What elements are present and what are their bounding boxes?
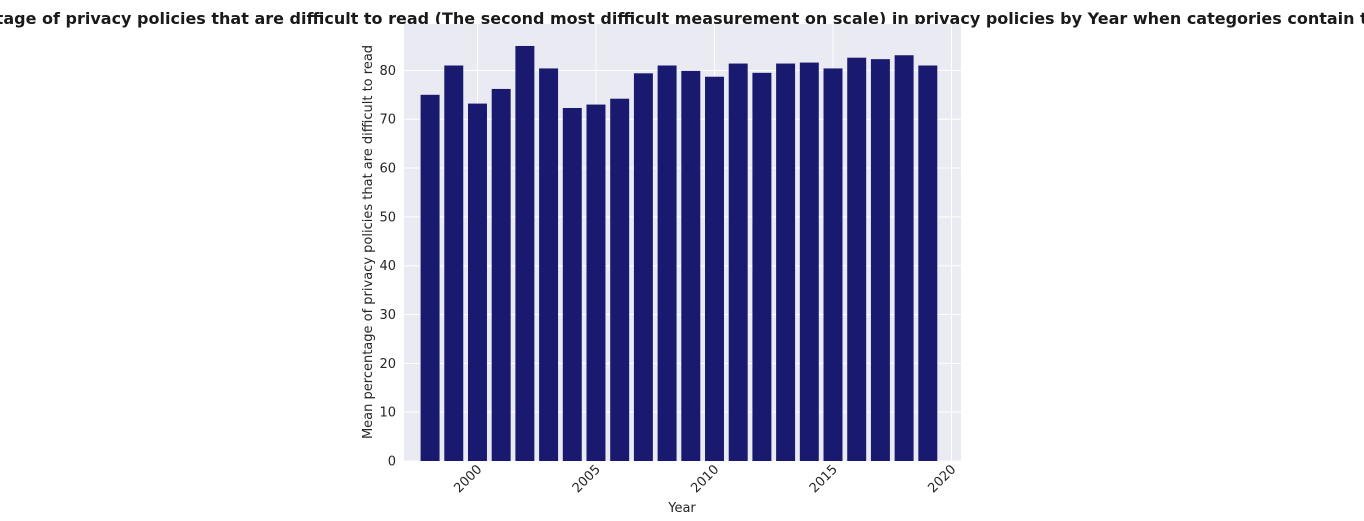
bar-2006 <box>610 98 630 462</box>
bar-2019 <box>918 65 938 461</box>
y-tick-label: 60 <box>379 162 396 177</box>
x-tick-label: 2020 <box>925 462 959 496</box>
y-tick-label: 70 <box>379 113 396 128</box>
bar-2013 <box>776 63 796 462</box>
y-tick-label: 20 <box>379 357 396 372</box>
y-tick-label: 80 <box>379 64 396 79</box>
y-tick-label: 50 <box>379 210 396 225</box>
x-tick-label: 2015 <box>807 462 841 496</box>
bar-2018 <box>894 55 914 462</box>
x-tick-label: 2005 <box>570 462 604 496</box>
y-axis-label: Mean percentage of privacy policies that… <box>361 45 376 439</box>
x-tick-label: 2000 <box>451 462 485 496</box>
x-tick-label: 2010 <box>688 462 722 496</box>
bar-2012 <box>752 72 772 461</box>
bar-2015 <box>823 68 843 461</box>
bar-2001 <box>491 88 511 461</box>
bar-2008 <box>657 65 677 461</box>
bar-2002 <box>515 45 535 461</box>
y-axis-ticks: 0 10 20 30 40 50 60 70 80 <box>379 64 396 470</box>
bar-1998 <box>420 94 440 461</box>
y-tick-label: 0 <box>388 455 396 470</box>
x-axis-label: Year <box>667 501 696 516</box>
bar-2004 <box>562 107 582 462</box>
y-tick-label: 10 <box>379 406 396 421</box>
bars <box>420 45 938 462</box>
bar-2010 <box>705 76 724 461</box>
bar-2014 <box>799 62 819 462</box>
chart-title: Mean percentage of privacy policies that… <box>0 9 1364 28</box>
bar-2016 <box>847 57 867 462</box>
bar-2000 <box>467 103 487 461</box>
bar-1999 <box>444 65 464 461</box>
y-tick-label: 30 <box>379 308 396 323</box>
bar-2017 <box>870 59 890 462</box>
bar-2005 <box>586 104 606 462</box>
bar-2009 <box>681 70 701 461</box>
bar-2003 <box>539 68 559 461</box>
x-axis-ticks: 2000 2005 2010 2015 2020 <box>451 462 959 496</box>
y-tick-label: 40 <box>379 259 396 274</box>
bar-2007 <box>633 73 653 461</box>
bar-2011 <box>728 63 748 462</box>
